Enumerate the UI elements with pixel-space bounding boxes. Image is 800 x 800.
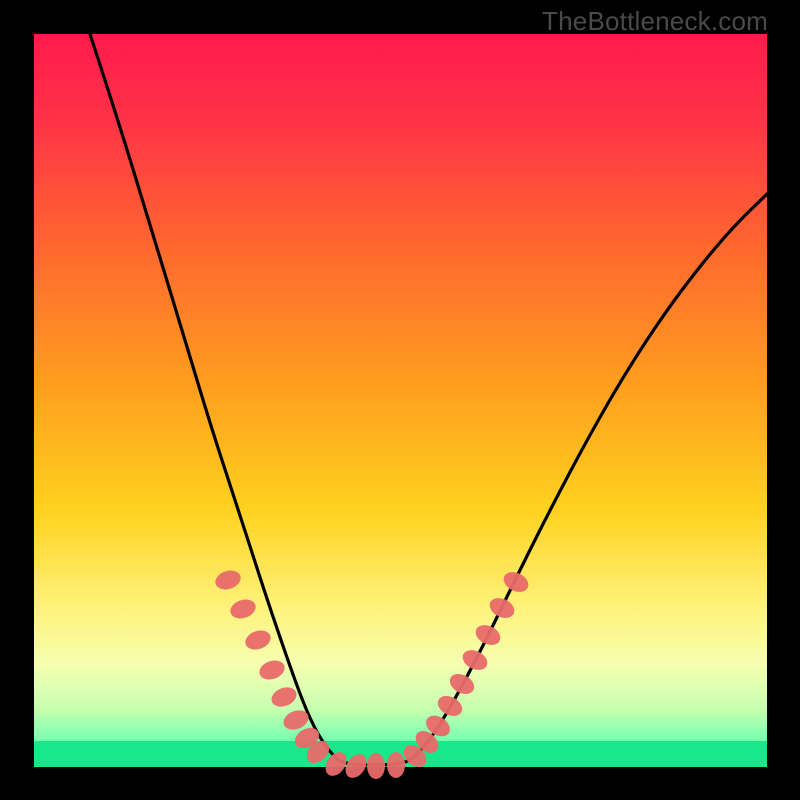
chart-stage: TheBottleneck.com (0, 0, 800, 800)
gradient-plot-area (34, 34, 767, 767)
green-bottom-strip (34, 741, 767, 767)
watermark-text: TheBottleneck.com (542, 6, 768, 37)
